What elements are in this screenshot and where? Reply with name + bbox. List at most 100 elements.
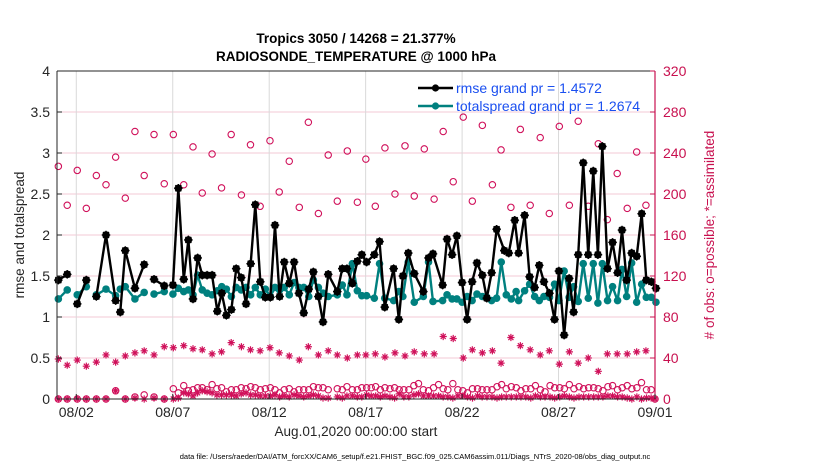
obs-assimilated-marker [275,349,283,357]
obs-assimilated-marker [367,392,375,400]
totalspread-point [594,299,602,307]
obs-possible-marker [371,202,380,211]
obs-assimilated-marker [358,393,366,401]
rmse-point-star [54,275,63,285]
axes [56,70,656,400]
rmse-point-star [309,267,318,277]
x-tick-label: 08/17 [348,404,383,420]
obs-assimilated-marker [343,354,351,362]
obs-possible-marker [362,155,370,163]
rmse-point-star [452,231,462,241]
obs-assimilated-marker [217,391,226,399]
obs-assimilated-marker [131,394,139,402]
obs-possible-marker [603,215,612,224]
obs-possible-marker [410,381,418,390]
obs-assimilated-marker [526,346,534,354]
obs-possible-marker [314,383,323,392]
totalspread-point [338,281,347,289]
obs-possible-marker [353,386,362,394]
obs-assimilated-marker [324,394,332,402]
obs-assimilated-marker [536,351,544,359]
obs-possible-marker [449,379,457,388]
obs-assimilated-marker [642,394,651,402]
obs-assimilated-marker [512,393,520,401]
obs-assimilated-marker [180,389,188,397]
rmse-point-star [613,268,622,278]
rmse-point-star [520,211,529,220]
obs-possible-marker [565,201,574,210]
obs-assimilated-marker [516,342,524,350]
legend-rmse-label: rmse grand pr = 1.4572 [456,80,602,96]
obs-possible-marker [189,143,197,151]
obs-possible-marker [217,383,226,392]
obs-possible-marker [237,191,246,199]
rmse-point-star [525,272,534,282]
totalspread-point [652,298,660,307]
obs-assimilated-marker [180,342,188,350]
obs-possible-marker [647,386,655,394]
rmse-point-star [647,277,656,287]
rmse-point-star [304,284,314,294]
obs-possible-marker [266,383,275,392]
rmse-point-star [236,273,246,282]
obs-assimilated-marker [150,351,158,359]
rmse-segment [397,275,405,320]
totalspread-point [443,291,451,299]
rmse-segment [513,220,520,254]
obs-assimilated-marker [92,358,100,366]
obs-assimilated-marker [194,389,202,397]
rmse-point-star [394,315,404,324]
rmse-point-star [256,277,265,287]
obs-possible-marker [179,181,188,189]
rmse-point-star [217,288,227,298]
rmse-point-star [487,268,496,278]
rmse-segment [401,252,410,277]
rmse-point-star [193,253,202,263]
obs-assimilated-marker [203,388,211,396]
obs-assimilated-marker [536,393,545,401]
rmse-segment [562,278,571,336]
obs-assimilated-marker [189,345,197,353]
rmse-segment [95,234,108,297]
obs-assimilated-marker [570,394,578,402]
totalspread-point [507,295,516,303]
totalspread-point [362,291,371,300]
obs-assimilated-marker [237,390,245,398]
obs-assimilated-marker [247,391,255,399]
obs-assimilated-marker [73,356,81,364]
obs-assimilated-marker [140,347,148,355]
totalspread-point [520,286,529,295]
obs-assimilated-marker [333,393,341,401]
obs-assimilated-marker [545,347,553,355]
rmse-segment [587,170,595,255]
rmse-point-star [514,248,523,258]
rmse-segment [517,215,526,254]
rmse-segment [635,213,643,257]
obs-possible-marker [131,127,139,136]
rmse-segment [292,261,301,294]
rmse-point-star [578,158,588,168]
rmse-point-star [231,264,241,273]
obs-assimilated-marker [246,346,255,354]
rmse-point-star [246,259,255,268]
obs-possible-marker [439,127,447,136]
obs-assimilated-marker [498,393,506,401]
x-axis-label: Aug.01,2020 00:00:00 start [275,424,438,439]
x-tick-label: 08/12 [252,404,287,420]
obs-assimilated-marker [232,392,240,400]
obs-assimilated-marker [189,392,197,400]
obs-possible-marker [63,201,71,210]
rmse-point-star [554,266,564,276]
totalspread-point [131,295,139,303]
totalspread-point [410,298,419,307]
obs-possible-marker [343,147,352,155]
obs-assimilated-marker [478,393,486,401]
obs-assimilated-marker [603,350,611,358]
obs-assimilated-marker [266,344,274,352]
rmse-segment [616,229,624,273]
totalspread-point [429,297,437,306]
obs-assimilated-marker [395,390,403,398]
x-tick-label: 08/02 [59,404,94,420]
